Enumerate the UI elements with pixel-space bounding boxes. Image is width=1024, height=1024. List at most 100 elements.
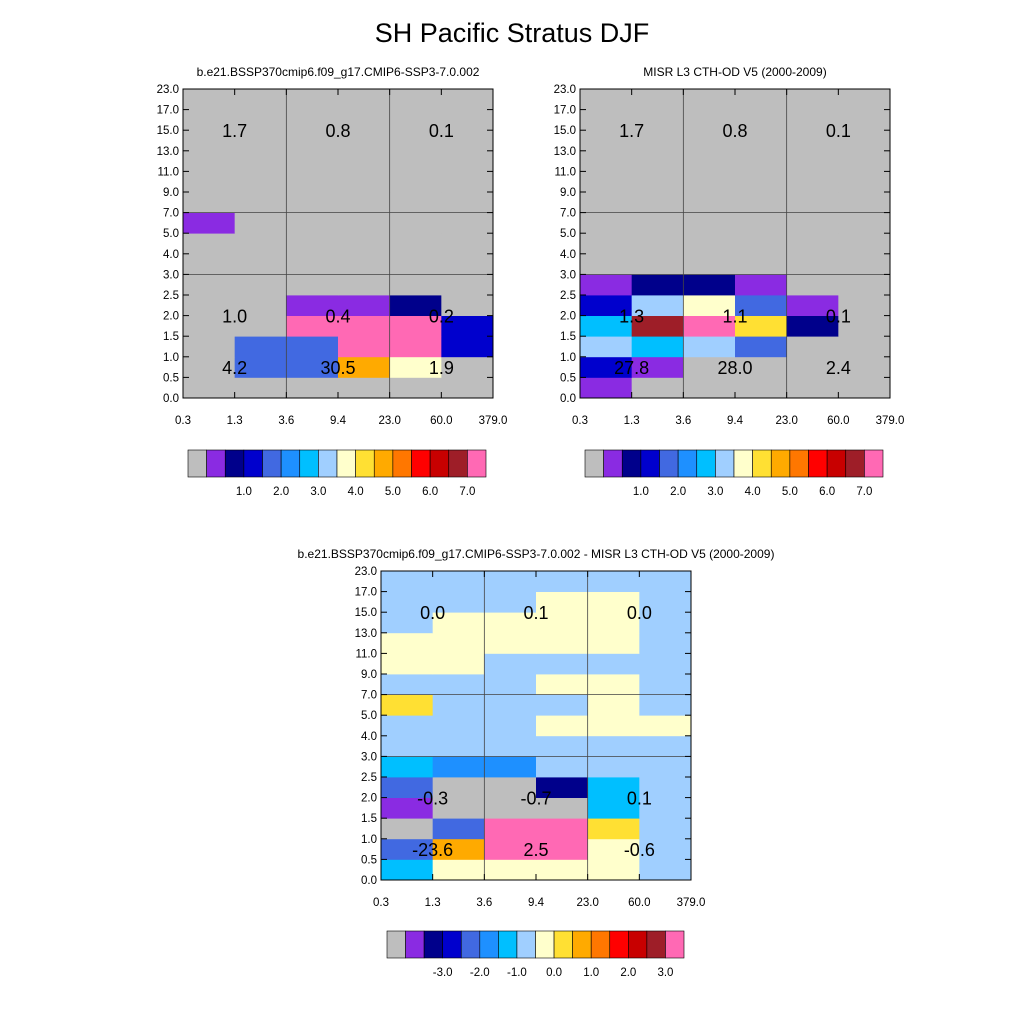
heatmap-cell	[432, 797, 485, 819]
heatmap-cell	[683, 356, 736, 378]
heatmap-cell	[234, 295, 287, 316]
heatmap-cell	[838, 130, 891, 152]
heatmap-cell	[183, 274, 236, 296]
heatmap-cell	[639, 591, 692, 613]
heatmap-cell	[735, 377, 788, 399]
heatmap-cell	[735, 212, 788, 234]
colorbar-swatch	[696, 449, 716, 478]
heatmap-cell	[580, 109, 633, 131]
heatmap-cell	[639, 838, 692, 860]
colorbar-swatch	[448, 449, 468, 478]
heatmap-cell	[484, 756, 537, 778]
heatmap-cell	[381, 756, 434, 778]
heatmap-cell	[432, 612, 485, 634]
colorbar-label: 3.0	[657, 967, 673, 979]
heatmap-cell	[286, 130, 339, 152]
heatmap-cell	[338, 377, 391, 399]
heatmap-cell	[639, 715, 692, 737]
heatmap-cell	[389, 377, 442, 399]
heatmap-cell	[389, 150, 442, 172]
heatmap-cell	[234, 150, 287, 172]
heatmap-cell	[381, 632, 434, 654]
heatmap-cell	[484, 777, 537, 798]
y-tick-label: 0.5	[361, 854, 377, 866]
colorbar-swatch	[659, 449, 679, 478]
heatmap-cell	[389, 171, 442, 193]
cell-annotation: 4.2	[222, 358, 247, 378]
x-tick-label: 3.6	[675, 415, 691, 427]
heatmap-cell	[631, 295, 684, 316]
heatmap-cell	[838, 315, 891, 337]
heatmap-cell	[381, 694, 434, 716]
y-tick-label: 0.5	[560, 372, 576, 384]
cell-annotation: 28.0	[717, 358, 752, 378]
heatmap-cell	[786, 233, 839, 255]
heatmap-cell	[683, 274, 736, 296]
cell-annotation: 27.8	[614, 358, 649, 378]
heatmap-cell	[338, 171, 391, 193]
heatmap-cell	[484, 612, 537, 634]
x-tick-label: 3.6	[278, 415, 294, 427]
heatmap-cell	[587, 777, 640, 798]
heatmap-cell	[587, 694, 640, 716]
heatmap-cell	[484, 571, 537, 592]
heatmap-cell	[580, 274, 633, 296]
heatmap-cell	[183, 89, 236, 110]
heatmap-cell	[389, 109, 442, 131]
colorbar-swatch	[677, 449, 698, 478]
heatmap-cell	[338, 274, 391, 296]
panel-title: MISR L3 CTH-OD V5 (2000-2009)	[643, 65, 826, 79]
heatmap-cell	[441, 192, 494, 213]
heatmap-cell	[587, 715, 640, 737]
colorbar-swatch	[516, 930, 536, 959]
heatmap-cell	[441, 89, 494, 110]
cell-annotation: 0.4	[325, 307, 350, 327]
heatmap-cell	[338, 295, 391, 316]
y-tick-label: 4.0	[163, 249, 179, 261]
heatmap-cell	[639, 612, 692, 634]
heatmap-cell	[234, 336, 287, 358]
heatmap-cell	[786, 89, 839, 110]
colorbar-swatch	[808, 449, 828, 478]
heatmap-cell	[484, 859, 537, 881]
heatmap-cell	[536, 591, 589, 613]
heatmap-cell	[536, 674, 589, 695]
heatmap-cell	[735, 274, 788, 296]
heatmap-cell	[338, 192, 391, 213]
colorbar-label: 7.0	[459, 486, 475, 498]
cell-annotation: 30.5	[320, 358, 355, 378]
colorbar-swatch	[411, 449, 431, 478]
heatmap-cell	[631, 315, 684, 337]
heatmap-cell	[484, 715, 537, 737]
y-tick-label: 3.0	[560, 269, 576, 281]
y-tick-label: 0.5	[163, 372, 179, 384]
heatmap-cell	[389, 233, 442, 255]
cell-annotation: 1.7	[619, 121, 644, 141]
y-tick-label: 1.5	[361, 813, 377, 825]
heatmap-cell	[234, 130, 287, 152]
colorbar-label: 4.0	[348, 486, 364, 498]
page-title: SH Pacific Stratus DJF	[374, 18, 650, 48]
colorbar-swatch	[467, 449, 487, 478]
heatmap-cell	[432, 632, 485, 654]
heatmap-cell	[631, 171, 684, 193]
heatmap-cell	[441, 171, 494, 193]
x-tick-label: 9.4	[727, 415, 744, 427]
x-tick-label: 3.6	[476, 897, 492, 909]
heatmap-cell	[639, 694, 692, 716]
cell-annotation: -0.6	[624, 840, 655, 860]
heatmap-cell	[234, 171, 287, 193]
colorbar-label: 6.0	[422, 486, 438, 498]
colorbar-swatch	[733, 449, 753, 478]
x-tick-label: 379.0	[876, 415, 905, 427]
heatmap-cell	[381, 715, 434, 737]
heatmap-cell	[683, 315, 736, 337]
heatmap-cell	[587, 612, 640, 634]
heatmap-cell	[234, 109, 287, 131]
heatmap-cell	[735, 233, 788, 255]
heatmap-cell	[786, 109, 839, 131]
x-tick-label: 1.3	[624, 415, 640, 427]
heatmap-cell	[683, 233, 736, 255]
heatmap-cell	[484, 674, 537, 695]
heatmap-cell	[786, 212, 839, 234]
